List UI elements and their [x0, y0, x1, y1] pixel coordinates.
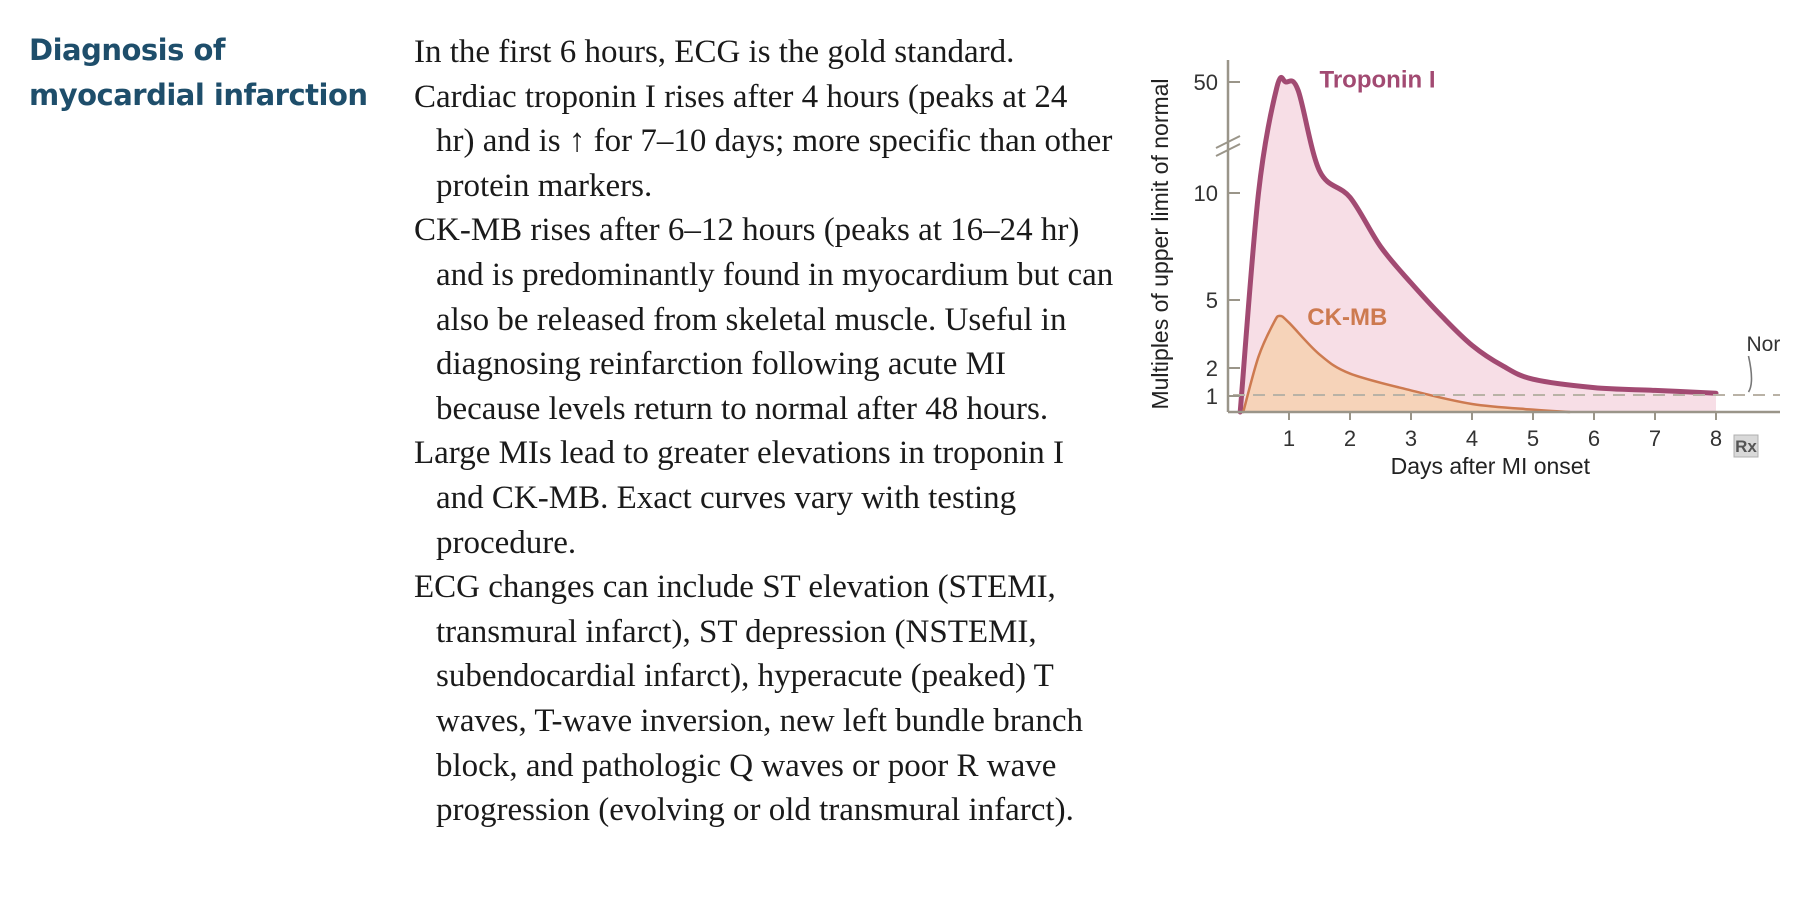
cardiac-marker-chart: 1 2 3 4 5 6 7 8 1 2 5 10 50 Days after MI onset Multip… [1147, 60, 1780, 479]
y-axis-label: Multiples of upper limit of normal [1147, 78, 1173, 409]
x-tick-label: 5 [1527, 426, 1539, 451]
rx-logo-text: Rx [1735, 437, 1757, 456]
y-tick-label: 2 [1206, 356, 1218, 381]
x-tick-label: 8 [1710, 426, 1722, 451]
y-tick-label: 10 [1194, 181, 1218, 206]
x-tick-label: 3 [1405, 426, 1417, 451]
paragraph-troponin: Cardiac troponin I rises after 4 hours (… [414, 78, 1113, 204]
x-tick-label: 7 [1649, 426, 1661, 451]
rx-logo [1733, 434, 1759, 458]
section-heading: Diagnosis of myocardial infarction [29, 33, 368, 112]
troponin-label: Troponin I [1320, 67, 1436, 94]
paragraph-large-mi: Large MIs lead to greater elevations in … [414, 435, 1065, 561]
y-axis-break-mark [1215, 143, 1241, 157]
paragraph-ckmb: CK-MB rises after 6–12 hours (peaks at 1… [414, 212, 1114, 427]
y-tick-label: 1 [1206, 384, 1218, 409]
y-axis-break-mark [1215, 135, 1241, 149]
x-tick-label: 1 [1283, 426, 1295, 451]
ckmb-label: CK-MB [1307, 304, 1387, 331]
x-tick-label: 6 [1588, 426, 1600, 451]
ck-mb-curve [1242, 314, 1571, 414]
troponin-i-curve [1237, 75, 1719, 415]
body-text: In the first 6 hours, ECG is the gold st… [414, 30, 1114, 833]
y-tick-label: 5 [1206, 288, 1218, 313]
ck-mb-area [1243, 315, 1570, 412]
chart-axes [1215, 60, 1780, 420]
y-tick-label: 50 [1194, 70, 1218, 95]
chart-areas [1237, 75, 1719, 415]
x-axis-label: Days after MI onset [1391, 453, 1591, 479]
x-tick-label: 4 [1466, 426, 1478, 451]
paragraph-ecg-standard: In the first 6 hours, ECG is the gold st… [414, 34, 1015, 70]
troponin-i-area [1240, 77, 1716, 413]
chart-labels: 1 2 3 4 5 6 7 8 1 2 5 10 50 Days after MI onset Multip… [1147, 67, 1780, 479]
paragraph-ecg-changes: ECG changes can include ST elevation (ST… [414, 569, 1083, 829]
normal-label: Normal [1747, 333, 1781, 356]
x-tick-label: 2 [1344, 426, 1356, 451]
normal-arrow [1747, 355, 1753, 393]
